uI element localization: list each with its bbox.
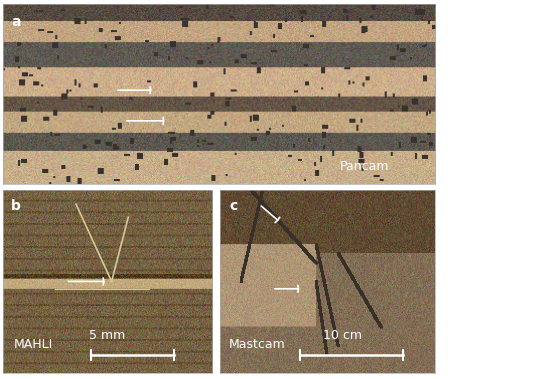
- Text: MAHLI: MAHLI: [13, 338, 52, 351]
- Text: c: c: [229, 199, 237, 213]
- Text: Mastcam: Mastcam: [229, 338, 286, 351]
- Text: 10 cm: 10 cm: [324, 329, 362, 342]
- Text: a: a: [11, 14, 21, 28]
- Text: Pancam: Pancam: [340, 160, 389, 173]
- Text: b: b: [11, 199, 21, 213]
- Text: 5 mm: 5 mm: [89, 329, 126, 342]
